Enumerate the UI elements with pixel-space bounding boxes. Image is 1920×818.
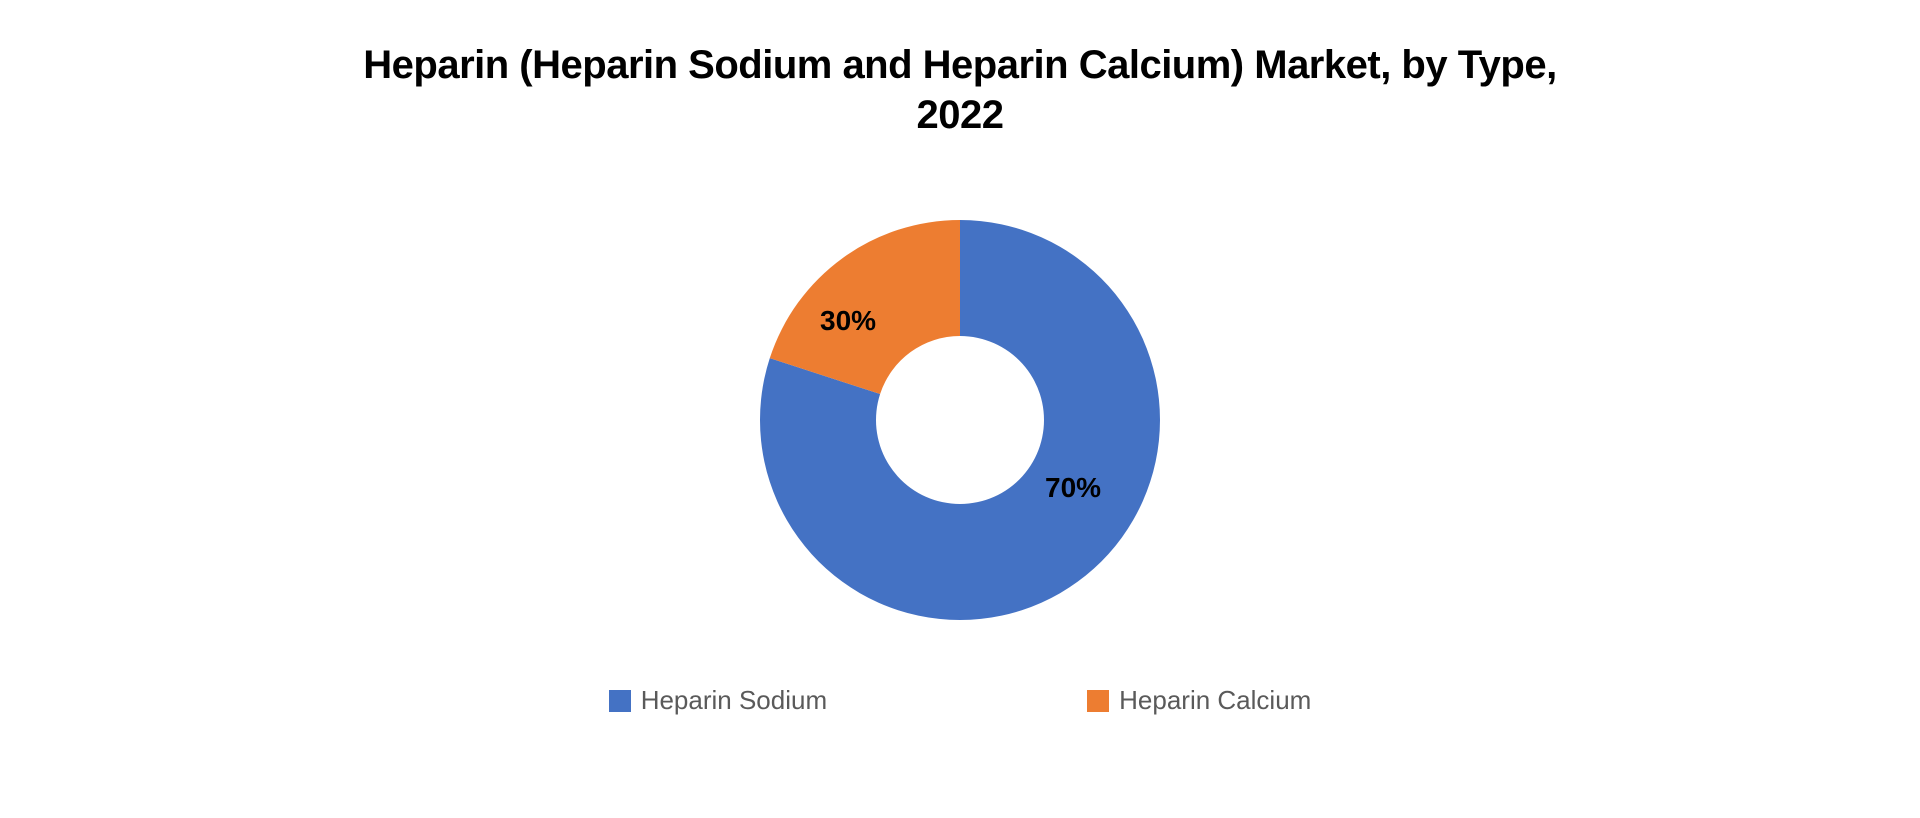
legend-label-heparin-sodium: Heparin Sodium (641, 685, 827, 716)
data-label-heparin-calcium: 30% (820, 305, 876, 337)
donut-svg (740, 200, 1180, 640)
donut-chart: 70% 30% (740, 200, 1180, 640)
chart-title: Heparin (Heparin Sodium and Heparin Calc… (360, 40, 1560, 140)
legend-swatch-heparin-sodium (609, 690, 631, 712)
chart-container: Heparin (Heparin Sodium and Heparin Calc… (0, 0, 1920, 818)
legend-item-heparin-calcium: Heparin Calcium (1087, 685, 1311, 716)
legend-item-heparin-sodium: Heparin Sodium (609, 685, 827, 716)
legend-label-heparin-calcium: Heparin Calcium (1119, 685, 1311, 716)
legend-swatch-heparin-calcium (1087, 690, 1109, 712)
legend: Heparin Sodium Heparin Calcium (609, 685, 1312, 716)
data-label-heparin-sodium: 70% (1045, 472, 1101, 504)
